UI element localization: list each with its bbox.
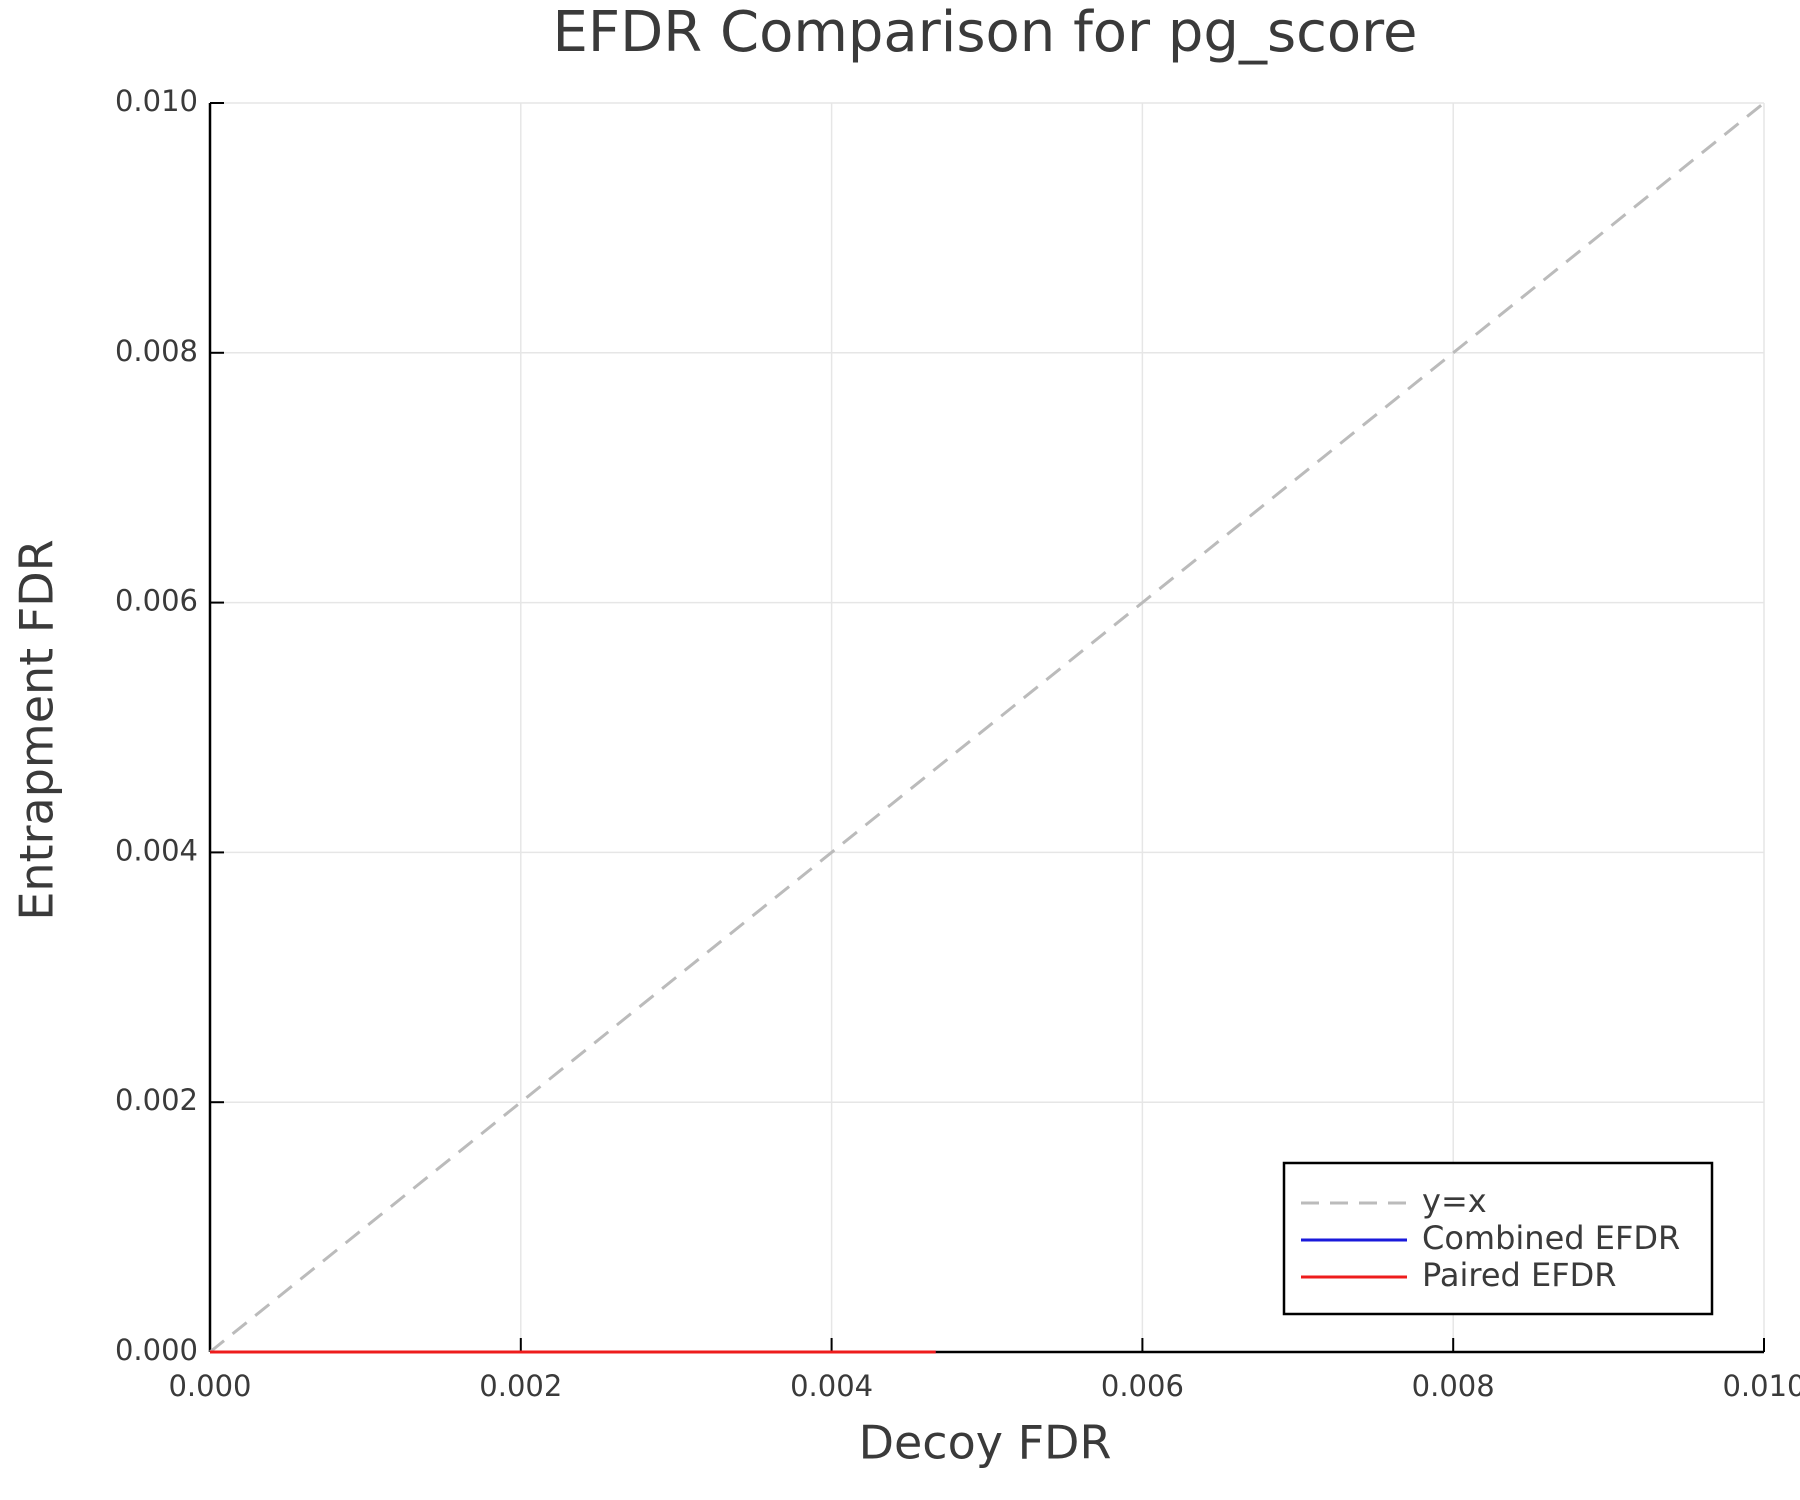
x-tick-label: 0.002 [479, 1369, 562, 1403]
x-tick-label: 0.006 [1101, 1369, 1184, 1403]
x-axis-label: Decoy FDR [859, 1416, 1112, 1470]
legend-label: Paired EFDR [1422, 1256, 1616, 1294]
series-line [209, 101, 1765, 1354]
x-tick-label: 0.008 [1412, 1369, 1495, 1403]
y-tick-label: 0.010 [115, 84, 198, 118]
y-tick-label: 0.006 [115, 584, 198, 618]
legend-label: y=x [1422, 1182, 1487, 1220]
legend-label: Combined EFDR [1422, 1219, 1680, 1257]
y-tick-label: 0.002 [115, 1083, 198, 1117]
x-tick-label: 0.000 [168, 1369, 251, 1403]
x-tick-label: 0.004 [790, 1369, 873, 1403]
y-tick-label: 0.004 [115, 833, 198, 867]
x-tick-label: 0.010 [1722, 1369, 1800, 1403]
y-axis-label: Entrapment FDR [10, 539, 64, 920]
y-tick-label: 0.008 [115, 334, 198, 368]
chart-title: EFDR Comparison for pg_score [553, 0, 1418, 65]
y-tick-label: 0.000 [115, 1333, 198, 1367]
